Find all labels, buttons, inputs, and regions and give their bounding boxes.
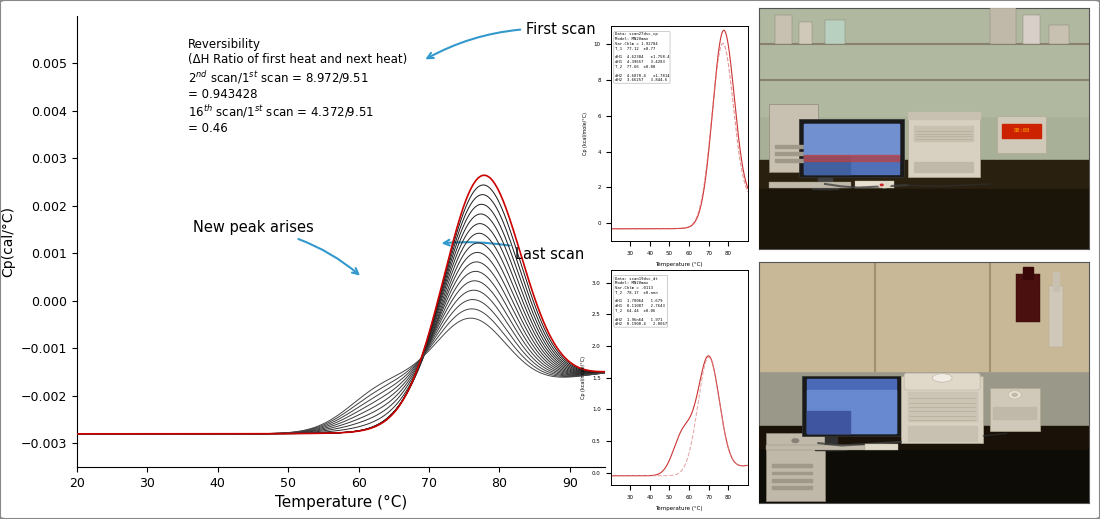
Y-axis label: Cp (kcal/mole/°C): Cp (kcal/mole/°C) <box>582 356 586 399</box>
Ellipse shape <box>880 184 883 186</box>
Bar <box>759 160 1089 189</box>
Bar <box>914 162 974 172</box>
Text: Data: scan19dsc_dt
Model: MN2Vmax
Var.Chlm = -0113
T_2  78.17  ±0.nnn

dH1  1.70: Data: scan19dsc_dt Model: MN2Vmax Var.Ch… <box>615 276 667 326</box>
Bar <box>815 445 847 450</box>
Text: First scan: First scan <box>427 22 595 58</box>
Bar <box>1023 15 1040 44</box>
Bar <box>799 22 812 44</box>
Bar <box>759 189 1089 249</box>
Y-axis label: Cp (kcal/mole/°C): Cp (kcal/mole/°C) <box>583 112 588 155</box>
Ellipse shape <box>879 183 890 187</box>
Bar <box>1023 267 1033 279</box>
Bar <box>825 431 836 450</box>
Bar <box>803 124 900 155</box>
X-axis label: Temperature (°C): Temperature (°C) <box>656 262 703 267</box>
Bar <box>759 426 1089 450</box>
Bar <box>806 390 895 433</box>
Bar <box>993 407 1036 419</box>
Bar <box>766 433 825 501</box>
Bar <box>803 124 900 174</box>
X-axis label: Temperature (°C): Temperature (°C) <box>656 506 703 511</box>
Bar <box>855 181 894 188</box>
Bar <box>990 8 1016 44</box>
Ellipse shape <box>792 439 799 443</box>
Bar <box>772 465 812 467</box>
Bar <box>759 450 1089 503</box>
Bar <box>772 472 812 474</box>
Bar <box>812 185 838 189</box>
FancyBboxPatch shape <box>904 373 980 390</box>
Text: Data: scan27dsc_cp
Model: MN2Vmax
Var.Chlm = 1.92784
T_1  77.12  ±0.77

dH1  4.6: Data: scan27dsc_cp Model: MN2Vmax Var.Ch… <box>615 32 669 83</box>
Bar <box>759 262 1089 371</box>
Bar <box>776 152 808 155</box>
Bar <box>1016 274 1040 322</box>
Ellipse shape <box>933 374 953 382</box>
Bar <box>1049 25 1069 44</box>
Bar <box>802 376 901 436</box>
Bar <box>759 8 1089 116</box>
Ellipse shape <box>1012 393 1018 397</box>
Bar <box>914 126 974 141</box>
Bar <box>1049 286 1063 347</box>
Bar <box>908 426 977 441</box>
Bar <box>772 486 812 489</box>
Text: Reversibility
(ΔH Ratio of first heat and next heat)
2$^{nd}$ scan/1$^{st}$ scan: Reversibility (ΔH Ratio of first heat an… <box>188 38 407 135</box>
Bar <box>806 379 895 433</box>
Text: New peak arises: New peak arises <box>194 220 359 274</box>
Bar <box>769 182 851 188</box>
Bar <box>865 444 898 450</box>
Bar <box>776 159 808 162</box>
Ellipse shape <box>1008 391 1021 399</box>
Y-axis label: Cp(cal/°C): Cp(cal/°C) <box>1 206 15 277</box>
Bar <box>803 155 900 161</box>
Bar <box>776 15 792 44</box>
Bar <box>799 119 904 176</box>
Bar <box>997 116 1046 153</box>
Bar <box>1001 124 1041 138</box>
Bar <box>908 392 977 421</box>
Bar <box>908 112 980 176</box>
Text: 88:88: 88:88 <box>1013 128 1030 133</box>
Bar <box>769 104 818 172</box>
Bar <box>776 145 808 148</box>
Bar <box>1053 272 1059 291</box>
Bar <box>766 445 865 450</box>
Bar <box>908 112 980 119</box>
Bar <box>901 376 983 443</box>
Bar <box>803 156 849 174</box>
Text: Last scan: Last scan <box>443 240 584 263</box>
Bar <box>806 411 849 433</box>
Bar <box>990 388 1040 431</box>
Bar <box>818 172 832 189</box>
Bar <box>772 479 812 482</box>
Bar <box>825 20 845 44</box>
X-axis label: Temperature (°C): Temperature (°C) <box>275 495 407 510</box>
